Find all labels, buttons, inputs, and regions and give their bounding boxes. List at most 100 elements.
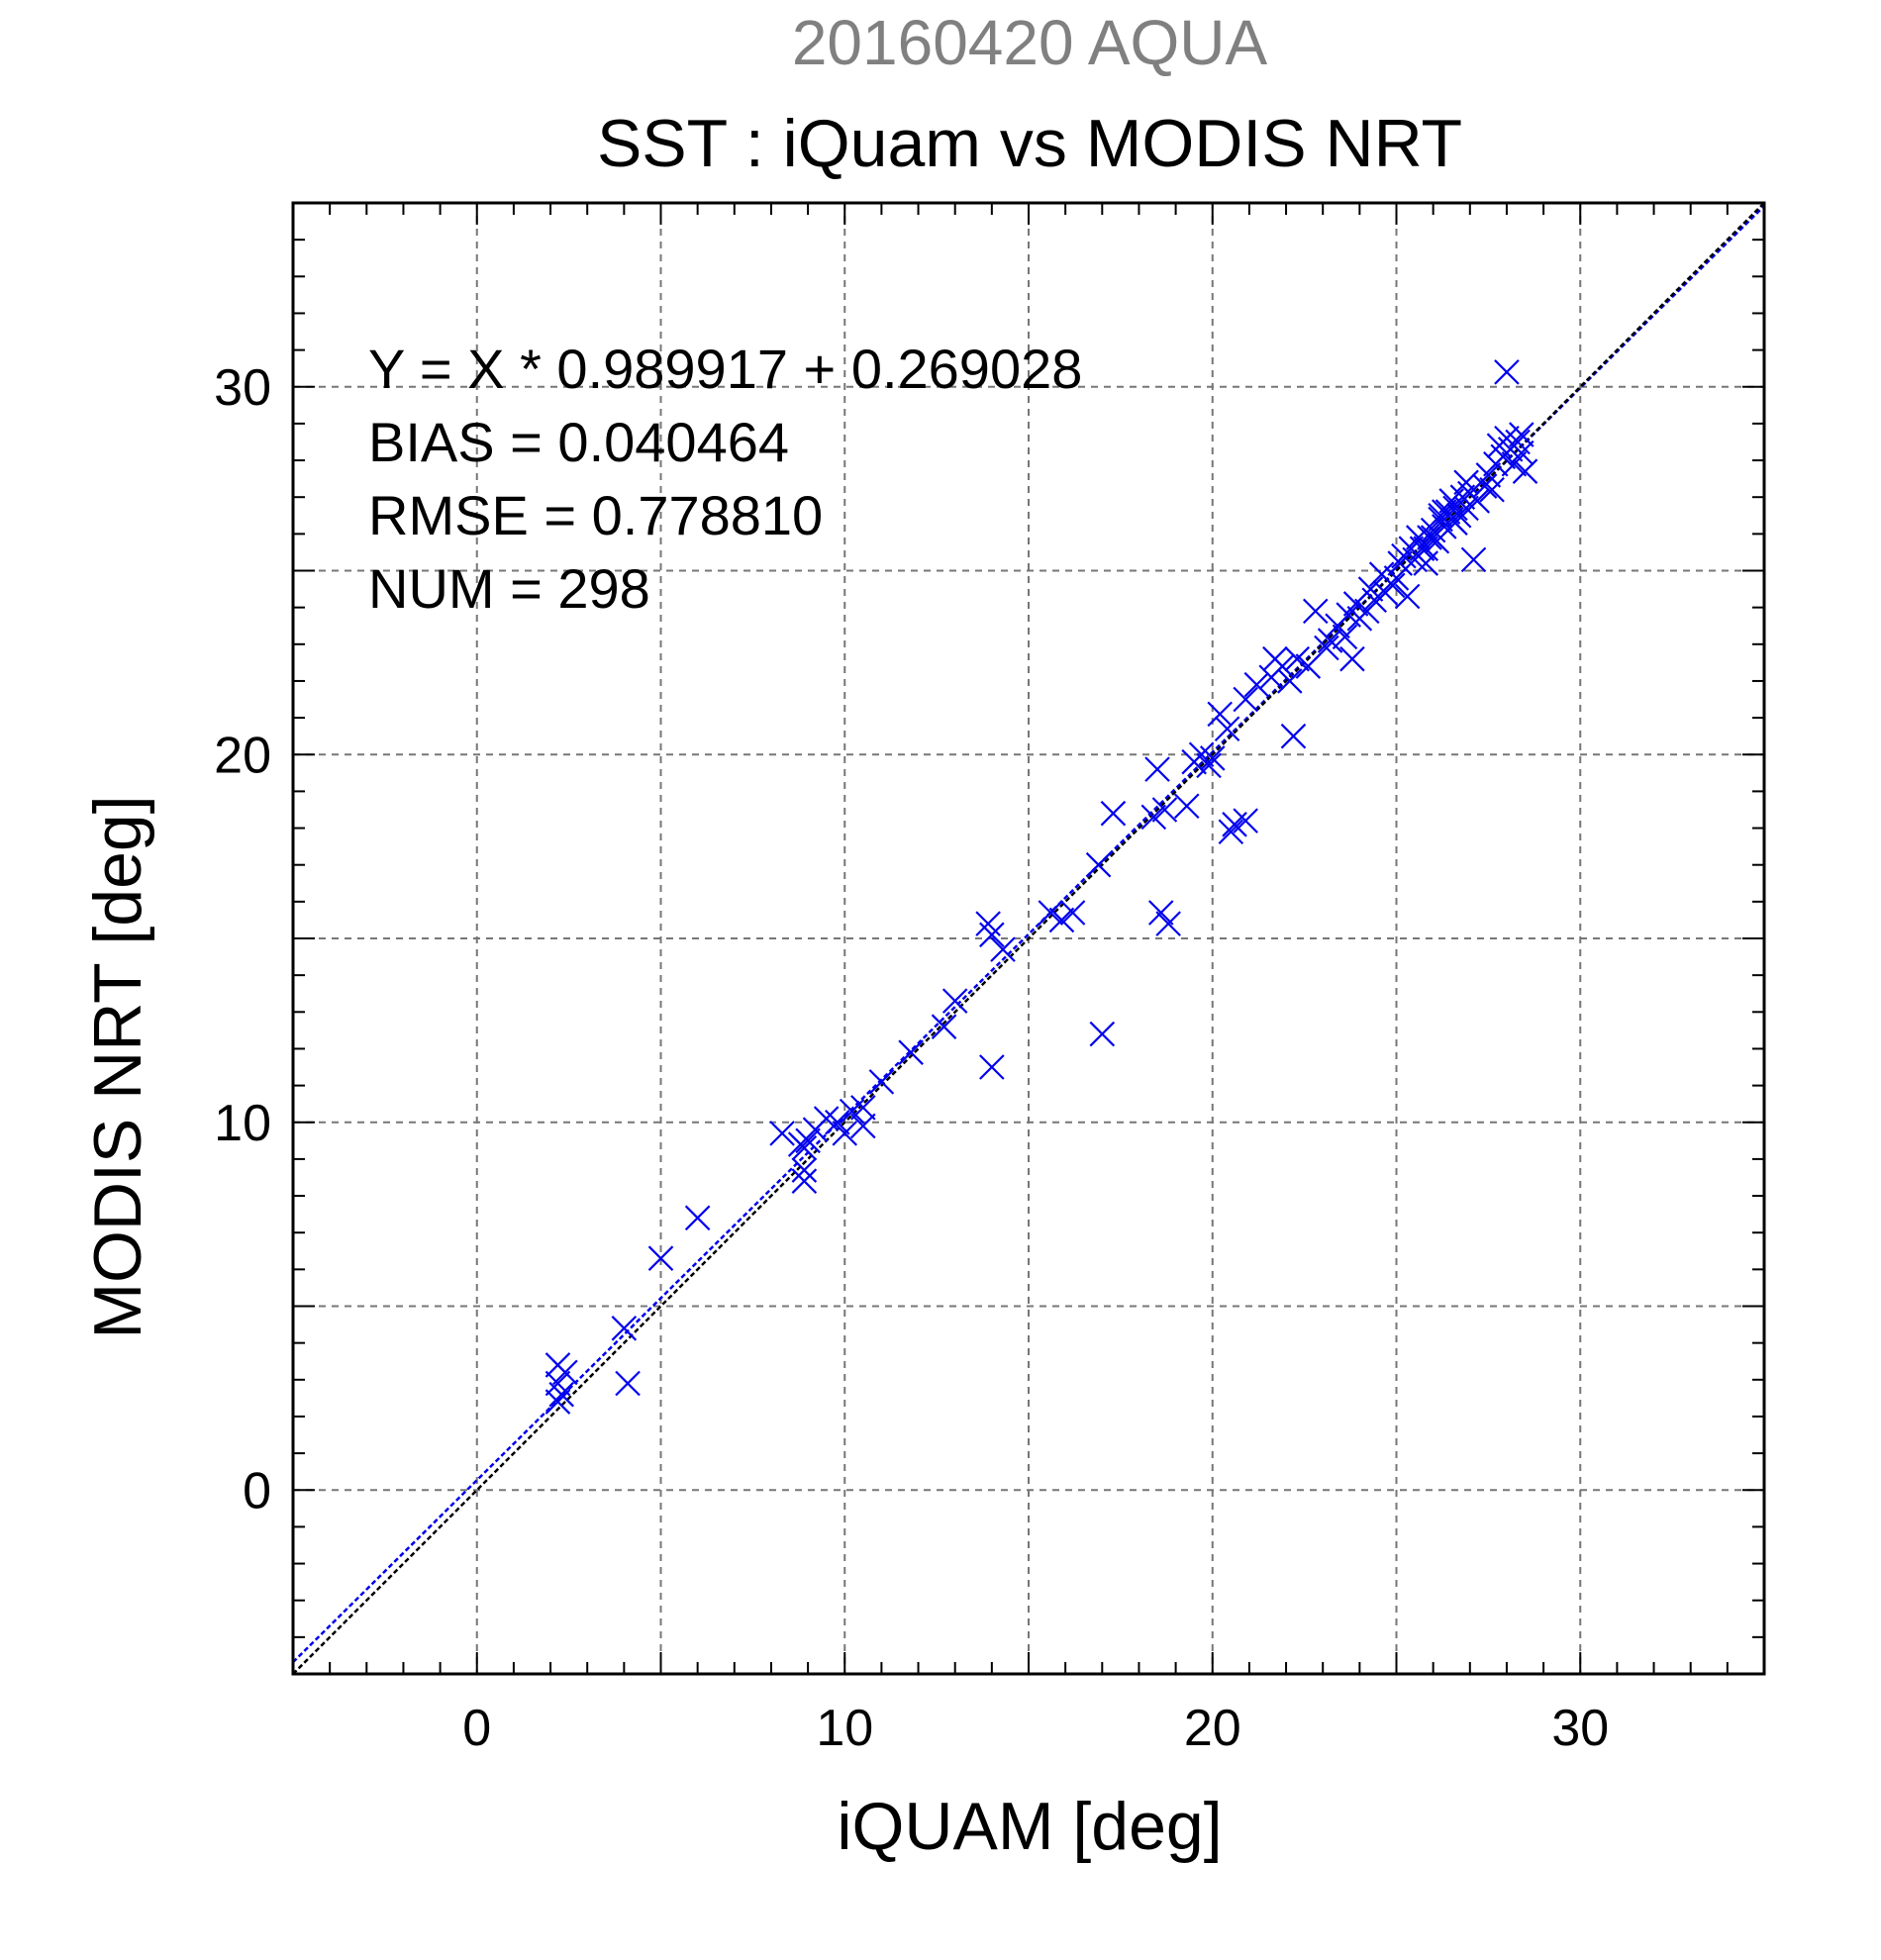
data-point — [769, 1121, 795, 1146]
data-point — [1361, 587, 1387, 613]
data-point — [1284, 645, 1310, 672]
data-point-stroke — [1453, 469, 1479, 496]
data-point-stroke — [1357, 576, 1384, 602]
data-point-stroke — [1509, 422, 1534, 447]
data-point-stroke — [1361, 587, 1387, 613]
data-point — [548, 1381, 574, 1408]
data-point — [1501, 450, 1528, 477]
chart-suptitle: 20160420 AQUA — [792, 7, 1268, 78]
x-tick-label: 30 — [1551, 1700, 1609, 1757]
data-point — [1479, 476, 1505, 503]
data-point-stroke — [979, 1054, 1005, 1080]
data-point-stroke — [548, 1381, 574, 1408]
data-point — [1509, 422, 1534, 447]
data-point — [1269, 653, 1296, 679]
data-point — [850, 1113, 876, 1139]
data-point-stroke — [552, 1359, 578, 1386]
data-point-stroke — [647, 1245, 674, 1271]
data-point — [979, 922, 1005, 948]
data-point-stroke — [1501, 450, 1528, 477]
data-point-stroke — [1199, 745, 1226, 771]
data-point — [684, 1205, 711, 1231]
data-point — [1089, 1021, 1116, 1047]
data-point-stroke — [1302, 598, 1329, 625]
data-point — [1512, 458, 1538, 484]
data-point-stroke — [1512, 458, 1538, 484]
data-point-stroke — [1314, 635, 1339, 661]
data-point — [1420, 525, 1446, 550]
data-point — [1475, 462, 1502, 488]
y-tick-label: 0 — [243, 1462, 271, 1519]
data-point — [1233, 808, 1258, 833]
data-point-stroke — [1380, 572, 1406, 599]
data-point — [825, 1109, 850, 1135]
data-point — [1144, 756, 1170, 782]
data-point-stroke — [611, 1316, 638, 1341]
data-point-stroke — [1387, 550, 1413, 576]
data-point — [1173, 793, 1200, 820]
data-point — [832, 1121, 858, 1146]
data-point-stroke — [1233, 686, 1258, 713]
data-point — [1196, 752, 1222, 779]
data-point — [1302, 598, 1329, 625]
data-point-stroke — [1173, 793, 1200, 820]
data-point — [1147, 900, 1174, 926]
stats-line: NUM = 298 — [368, 557, 650, 620]
data-point-stroke — [791, 1134, 818, 1161]
data-point — [1048, 907, 1075, 933]
stats-line: BIAS = 0.040464 — [368, 411, 789, 473]
data-point-stroke — [544, 1370, 571, 1397]
data-point-stroke — [1332, 624, 1358, 650]
data-point-stroke — [1336, 602, 1361, 628]
data-point-stroke — [1218, 819, 1244, 845]
data-point — [1199, 745, 1226, 771]
data-point-stroke — [931, 1014, 957, 1039]
data-point — [1276, 668, 1303, 694]
data-point — [1464, 488, 1491, 514]
data-point — [1151, 797, 1178, 823]
data-point-stroke — [1038, 900, 1064, 926]
x-tick-label: 20 — [1184, 1700, 1241, 1757]
plot-frame — [291, 201, 1766, 1676]
data-point — [1394, 583, 1421, 610]
data-point-stroke — [795, 1127, 821, 1154]
data-point-stroke — [990, 936, 1016, 962]
data-point-stroke — [1048, 907, 1075, 933]
data-point-stroke — [1144, 756, 1170, 782]
data-point-stroke — [544, 1389, 571, 1415]
y-tick-label: 20 — [214, 727, 271, 784]
data-point — [1218, 819, 1244, 845]
data-point-stroke — [975, 911, 1001, 936]
data-point-stroke — [1475, 462, 1502, 488]
data-point — [1100, 800, 1127, 827]
data-point-stroke — [1317, 628, 1343, 653]
data-point-stroke — [615, 1370, 641, 1397]
data-point — [1453, 469, 1479, 496]
data-point — [1413, 536, 1438, 561]
stats-line: RMSE = 0.778810 — [368, 484, 823, 546]
data-point-stroke — [850, 1095, 876, 1121]
data-point-stroke — [1151, 797, 1178, 823]
data-point-stroke — [1460, 546, 1487, 573]
data-point — [1207, 701, 1233, 728]
data-point-stroke — [1420, 525, 1446, 550]
data-point-stroke — [1339, 645, 1365, 672]
data-point-stroke — [1284, 645, 1310, 672]
data-point — [1314, 635, 1339, 661]
data-point-stroke — [1155, 911, 1181, 936]
data-point-stroke — [868, 1069, 895, 1095]
data-point-stroke — [1505, 429, 1531, 455]
fit-line — [292, 205, 1765, 1664]
data-point-stroke — [1494, 425, 1520, 451]
data-point-stroke — [1494, 359, 1520, 385]
data-point-stroke — [941, 988, 968, 1014]
data-point — [544, 1389, 571, 1415]
stats-line: Y = X * 0.989917 + 0.269028 — [368, 338, 1082, 400]
data-point — [1085, 851, 1112, 878]
stats-annotation: Y = X * 0.989917 + 0.269028 BIAS = 0.0404… — [368, 338, 1082, 620]
data-point — [795, 1127, 821, 1154]
data-point — [1332, 624, 1358, 650]
data-point — [791, 1157, 818, 1183]
data-point — [1432, 499, 1457, 525]
data-point — [1233, 686, 1258, 713]
